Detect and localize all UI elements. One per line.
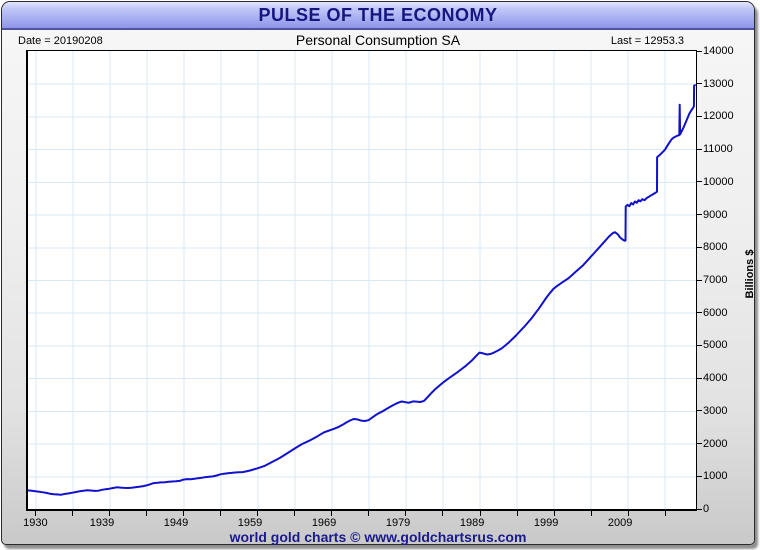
plot-area bbox=[26, 50, 697, 511]
y-axis-tick-label: 4000 bbox=[703, 372, 728, 385]
y-axis-tick-label: 1000 bbox=[703, 470, 728, 483]
x-axis-tick bbox=[368, 511, 370, 516]
sub-header: Date = 20190208 Personal Consumption SA … bbox=[2, 32, 754, 50]
y-axis-tick-label: 6000 bbox=[703, 306, 728, 319]
y-axis-tick-label: 14000 bbox=[703, 45, 734, 57]
x-axis-tick-label: 1979 bbox=[385, 517, 411, 529]
y-axis-tick bbox=[697, 50, 702, 52]
y-axis-tick-label: 12000 bbox=[703, 110, 734, 123]
x-axis-tick-label: 2009 bbox=[607, 517, 633, 529]
x-axis-tick bbox=[479, 511, 481, 516]
x-axis-tick-label: 1969 bbox=[311, 517, 337, 529]
x-axis-tick bbox=[35, 511, 37, 516]
y-axis-tick-label: 10000 bbox=[703, 175, 734, 188]
x-axis-tick bbox=[146, 511, 148, 516]
y-axis-tick bbox=[697, 377, 702, 379]
y-axis-tick-label: 7000 bbox=[703, 274, 728, 286]
x-axis-tick bbox=[590, 511, 592, 516]
y-axis-title: Billions $ bbox=[744, 249, 756, 299]
x-axis-tick bbox=[257, 511, 259, 516]
x-axis-tick bbox=[516, 511, 518, 516]
y-axis-tick-label: 9000 bbox=[703, 208, 728, 221]
footer-credit: world gold charts © www.goldchartsrus.co… bbox=[229, 529, 527, 545]
x-axis-tick bbox=[442, 511, 444, 516]
x-axis-tick-label: 1939 bbox=[89, 517, 115, 529]
y-axis-tick-label: 5000 bbox=[703, 339, 728, 352]
y-axis-tick-label: 2000 bbox=[703, 437, 728, 450]
x-axis-tick bbox=[109, 511, 111, 516]
x-axis-tick bbox=[627, 511, 629, 516]
y-axis-tick bbox=[697, 246, 702, 248]
y-axis-tick bbox=[697, 508, 702, 510]
y-axis-tick-label: 11000 bbox=[703, 143, 733, 156]
data-line bbox=[28, 84, 696, 496]
x-axis-tick-label: 1999 bbox=[533, 517, 559, 529]
y-axis-tick bbox=[697, 115, 702, 117]
chart-canvas bbox=[28, 51, 696, 509]
y-axis-tick bbox=[697, 279, 702, 281]
x-axis-tick bbox=[72, 511, 74, 516]
x-axis-tick bbox=[664, 511, 666, 516]
window-title: PULSE OF THE ECONOMY bbox=[258, 4, 498, 25]
y-axis-tick bbox=[697, 148, 702, 150]
x-axis-tick bbox=[294, 511, 296, 516]
y-axis-tick bbox=[697, 443, 702, 445]
x-axis-tick bbox=[331, 511, 333, 516]
chart-subtitle: Personal Consumption SA bbox=[295, 32, 461, 48]
y-axis-tick-label: 3000 bbox=[703, 404, 728, 417]
x-axis-tick-label: 1930 bbox=[23, 517, 48, 529]
x-axis-tick bbox=[220, 511, 222, 516]
x-axis-tick-label: 1989 bbox=[459, 517, 485, 529]
y-axis-tick bbox=[697, 214, 702, 216]
y-axis-tick bbox=[697, 410, 702, 412]
title-bar: PULSE OF THE ECONOMY bbox=[2, 2, 754, 30]
y-axis-tick bbox=[697, 475, 702, 477]
last-value-label: Last = 12953.3 bbox=[610, 35, 684, 47]
x-axis-tick bbox=[553, 511, 555, 516]
x-axis-tick-label: 1949 bbox=[163, 517, 189, 529]
y-axis-tick-label: 8000 bbox=[703, 241, 728, 254]
y-axis-tick-label: 0 bbox=[703, 503, 710, 515]
date-label: Date = 20190208 bbox=[18, 35, 103, 47]
y-axis-tick bbox=[697, 181, 702, 183]
x-axis-tick bbox=[183, 511, 185, 516]
x-axis-tick-label: 1959 bbox=[237, 517, 263, 529]
y-axis-tick bbox=[697, 344, 702, 346]
x-axis-tick bbox=[405, 511, 407, 516]
y-axis-tick bbox=[697, 83, 702, 85]
y-axis-tick-label: 13000 bbox=[703, 77, 734, 90]
y-axis-tick bbox=[697, 312, 702, 314]
